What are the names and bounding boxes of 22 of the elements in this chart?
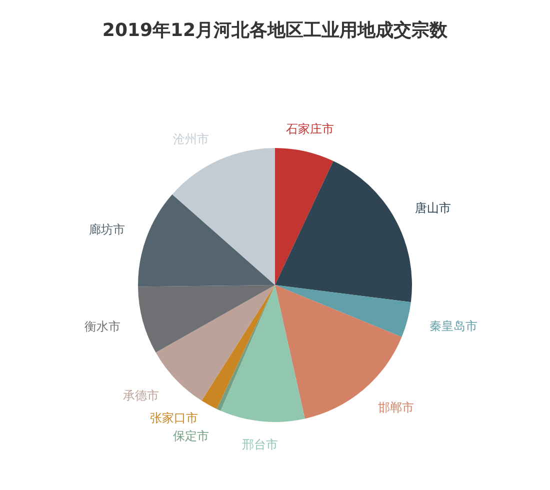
slice-label: 唐山市	[415, 200, 452, 215]
pie-slice	[275, 285, 402, 419]
slice-label: 张家口市	[150, 411, 198, 426]
slice-label: 邯郸市	[378, 400, 414, 414]
slice-label: 沧州市	[173, 132, 210, 146]
slice-label: 保定市	[173, 428, 210, 443]
pie-slice	[138, 194, 275, 287]
slice-label: 秦皇岛市	[430, 318, 478, 333]
pie-slice	[275, 161, 412, 302]
pie-slice	[172, 148, 275, 285]
pie-slice	[275, 285, 411, 338]
slice-label: 邢台市	[242, 437, 278, 452]
pie-slice	[216, 285, 275, 411]
pie-slice	[275, 148, 334, 285]
slice-label: 廊坊市	[88, 222, 125, 236]
slice-label: 衡水市	[84, 320, 121, 334]
slice-label: 石家庄市	[286, 122, 334, 136]
slice-label: 承德市	[123, 388, 160, 402]
pie-slice	[138, 285, 275, 353]
pie-slice	[202, 285, 275, 409]
chart-title: 2019年12月河北各地区工业用地成交宗数	[102, 20, 449, 41]
pie-slice	[220, 285, 305, 422]
